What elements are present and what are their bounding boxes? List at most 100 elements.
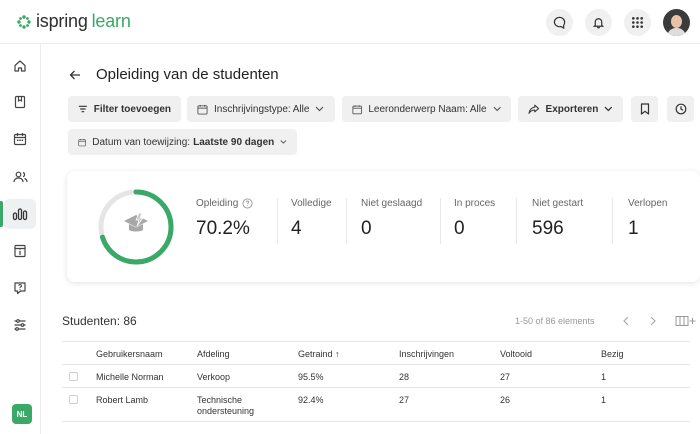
chevron-left-icon <box>623 316 629 326</box>
filter-icon <box>78 105 87 113</box>
learning-subject-value: Alle <box>469 103 487 115</box>
history-button[interactable] <box>667 96 694 122</box>
students-count-title: Studenten: 86 <box>62 314 137 328</box>
row-checkbox[interactable] <box>69 372 78 381</box>
assignment-date-value: Laatste 90 dagen <box>193 136 275 148</box>
columns-settings-icon[interactable] <box>675 315 697 327</box>
cell-in-progress: 1 <box>601 372 607 382</box>
column-header-in-progress[interactable]: Bezig <box>601 349 624 359</box>
stat-value: 70.2% <box>196 218 250 239</box>
sidebar-item-help[interactable] <box>4 273 36 303</box>
sidebar-item-courses[interactable] <box>4 87 36 117</box>
stat-value: 0 <box>454 218 465 239</box>
table-header: Gebruikersnaam Afdeling Getraind ↑ Insch… <box>62 341 690 365</box>
question-icon <box>14 282 26 295</box>
stat-label: In proces <box>454 198 496 209</box>
cell-completed: 27 <box>500 372 511 382</box>
stat-label: Niet gestart <box>532 198 584 209</box>
pagination-text: 1-50 of 86 elements <box>515 316 595 326</box>
sidebar-item-settings[interactable] <box>4 310 36 340</box>
help-icon[interactable] <box>242 198 253 209</box>
notifications-button[interactable] <box>585 9 612 36</box>
cell-username: Robert Lamb <box>96 395 149 405</box>
summary-card: Opleiding 70.2% Volledige 4 Niet geslaag… <box>67 171 700 282</box>
stat-label: Verlopen <box>628 198 668 209</box>
graduation-cap-icon <box>124 212 148 232</box>
cell-username: Michelle Norman <box>96 372 164 382</box>
stat-value: 1 <box>628 218 639 239</box>
back-arrow-icon[interactable] <box>68 68 82 82</box>
calendar-icon <box>78 138 86 146</box>
progress-ring <box>98 189 174 265</box>
assignment-date-label: Datum van toewijzing: <box>92 136 191 148</box>
row-checkbox[interactable] <box>69 395 78 404</box>
previous-page-button[interactable] <box>622 316 630 329</box>
book-icon <box>14 95 26 109</box>
logo-flower-icon <box>17 14 31 29</box>
export-button[interactable]: Exporteren <box>518 96 623 122</box>
users-icon <box>12 171 28 183</box>
cell-trained: 95.5% <box>298 372 324 382</box>
stat-value: 596 <box>532 218 564 239</box>
calendar-icon <box>197 104 208 115</box>
export-label: Exporteren <box>545 103 599 115</box>
chevron-right-icon <box>650 316 656 326</box>
chevron-down-icon <box>493 106 501 112</box>
chevron-down-icon <box>315 106 324 112</box>
stat-in-progress: In proces 0 <box>454 198 495 240</box>
column-header-completed[interactable]: Voltooid <box>500 349 533 359</box>
bookmark-icon <box>640 103 649 115</box>
progress-ring-fill <box>98 189 174 265</box>
bookmark-button[interactable] <box>631 96 658 122</box>
enrollment-type-label: Inschrijvingstype: <box>214 103 291 115</box>
cell-in-progress: 1 <box>601 395 607 405</box>
calendar-icon <box>352 104 362 114</box>
stat-label: Opleiding <box>196 198 239 209</box>
cell-enrollments: 28 <box>399 372 410 382</box>
stat-value: 0 <box>361 218 372 239</box>
column-header-username[interactable]: Gebruikersnaam <box>96 349 163 359</box>
sidebar: NL <box>0 44 41 434</box>
next-page-button[interactable] <box>649 316 657 329</box>
user-initials-badge[interactable]: NL <box>12 404 32 424</box>
column-header-department[interactable]: Afdeling <box>197 349 230 359</box>
bell-icon <box>592 18 605 29</box>
table-row[interactable]: Michelle Norman Verkoop 95.5% 28 27 1 <box>62 365 690 388</box>
sidebar-item-users[interactable] <box>4 162 36 192</box>
sidebar-item-reports[interactable] <box>0 199 36 229</box>
sidebar-item-info[interactable] <box>4 236 36 266</box>
stat-failed: Niet geslaagd 0 <box>361 198 422 240</box>
info-icon <box>14 244 26 258</box>
calendar-icon <box>13 133 27 146</box>
apps-grid-icon <box>632 17 643 28</box>
user-avatar[interactable] <box>663 9 690 36</box>
table-row[interactable]: Robert Lamb Technische ondersteuning 92.… <box>62 388 690 422</box>
page-title: Opleiding van de studenten <box>96 66 279 83</box>
learning-subject-label: Leeronderwerp Naam: <box>368 103 468 115</box>
assignment-date-filter[interactable]: Datum van toewijzing: Laatste 90 dagen <box>68 129 297 155</box>
brand-name-part2: learn <box>91 11 131 31</box>
enrollment-type-filter[interactable]: Inschrijvingstype: Alle <box>187 96 335 122</box>
add-filter-button[interactable]: Filter toevoegen <box>68 96 181 122</box>
stat-value: 4 <box>291 218 302 239</box>
top-bar: ispring learn <box>0 0 700 44</box>
column-header-enrollments[interactable]: Inschrijvingen <box>399 349 455 359</box>
stat-label: Niet geslaagd <box>361 198 423 209</box>
reports-icon <box>12 208 28 221</box>
column-header-trained[interactable]: Getraind ↑ <box>298 349 340 359</box>
ispring-learn-logo[interactable]: ispring learn <box>16 11 131 32</box>
home-icon <box>14 60 26 72</box>
chevron-down-icon <box>280 140 287 144</box>
chat-button[interactable] <box>546 9 573 36</box>
stat-expired: Verlopen 1 <box>628 198 667 240</box>
cell-enrollments: 27 <box>399 395 410 405</box>
sidebar-item-home[interactable] <box>4 51 36 81</box>
share-arrow-icon <box>528 104 540 114</box>
brand-name-part1: ispring <box>36 11 88 31</box>
learning-subject-filter[interactable]: Leeronderwerp Naam: Alle <box>342 96 511 122</box>
stat-completed: Volledige 4 <box>291 198 332 240</box>
sidebar-item-calendar[interactable] <box>4 124 36 154</box>
apps-button[interactable] <box>624 9 651 36</box>
cell-trained: 92.4% <box>298 395 324 405</box>
stat-training: Opleiding 70.2% <box>196 198 253 240</box>
